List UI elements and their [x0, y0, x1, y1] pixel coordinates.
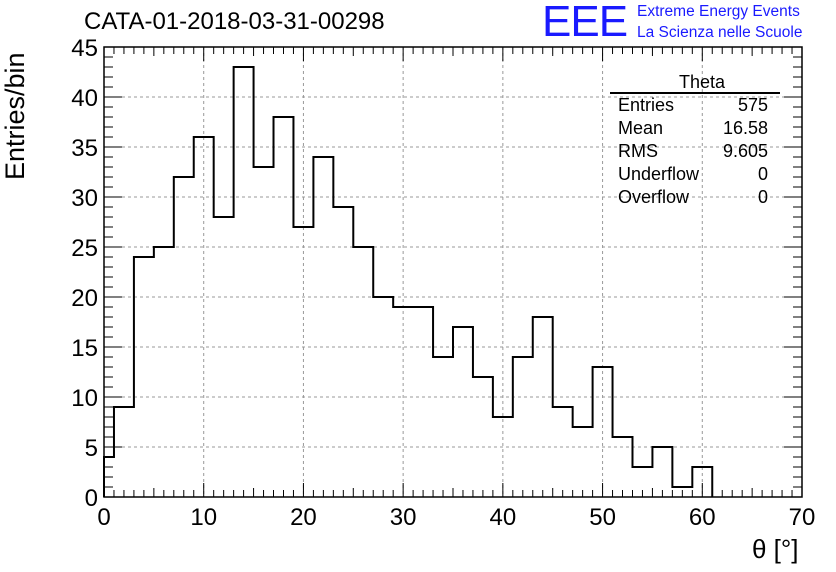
x-tick-labels: 0 10 20 30 40 50 60 70	[97, 504, 815, 531]
stats-label: Entries	[618, 95, 675, 115]
eee-logo: EEE	[542, 0, 628, 46]
x-tick-label: 0	[97, 504, 110, 531]
stats-value: 9.605	[722, 141, 768, 161]
x-tick-label: 60	[689, 504, 716, 531]
x-tick-label: 20	[290, 504, 317, 531]
stats-divider	[610, 92, 780, 94]
grid-lines	[104, 47, 802, 497]
y-tick-label: 30	[71, 185, 98, 212]
stats-value: 0	[757, 187, 768, 207]
y-axis-label: Entries/bin	[0, 52, 30, 180]
stats-title: Theta	[678, 72, 726, 92]
stats-row-rms: RMS 9.605	[612, 140, 780, 163]
stats-value: 16.58	[722, 118, 768, 138]
y-tick-label: 45	[71, 35, 98, 62]
stats-row-mean: Mean 16.58	[612, 117, 780, 140]
stats-row-underflow: Underflow 0	[612, 163, 780, 186]
stats-box: Theta Entries 575 Mean 16.58 RMS 9.605 U…	[610, 72, 780, 209]
chart-title: CATA-01-2018-03-31-00298	[84, 8, 385, 35]
histogram-outline	[103, 66, 714, 497]
y-tick-label: 5	[85, 435, 98, 462]
stats-label: Underflow	[618, 164, 700, 184]
y-tick-label: 40	[71, 85, 98, 112]
y-tick-label: 20	[71, 285, 98, 312]
stats-value: 0	[757, 164, 768, 184]
y-tick-label: 35	[71, 135, 98, 162]
y-tick-labels: 0 5 10 15 20 25 30 35 40 45	[71, 35, 98, 512]
stats-row-overflow: Overflow 0	[612, 186, 780, 209]
x-tick-label: 30	[390, 504, 417, 531]
y-tick-label: 0	[85, 485, 98, 512]
logo-line-1: Extreme Energy Events	[637, 3, 800, 20]
stats-label: RMS	[618, 141, 658, 161]
y-tick-label: 25	[71, 235, 98, 262]
x-axis-label: θ [°]	[752, 534, 799, 564]
stats-label: Mean	[618, 118, 664, 138]
stats-value: 575	[737, 95, 768, 115]
y-tick-label: 15	[71, 335, 98, 362]
stats-row-entries: Entries 575	[612, 94, 780, 117]
logo-line-2: La Scienza nelle Scuole	[637, 24, 803, 41]
x-tick-label: 10	[190, 504, 217, 531]
x-tick-label: 50	[589, 504, 616, 531]
x-tick-label: 40	[490, 504, 517, 531]
stats-label: Overflow	[618, 187, 690, 207]
y-tick-label: 10	[71, 385, 98, 412]
axis-ticks	[103, 46, 803, 498]
x-tick-label: 70	[789, 504, 816, 531]
